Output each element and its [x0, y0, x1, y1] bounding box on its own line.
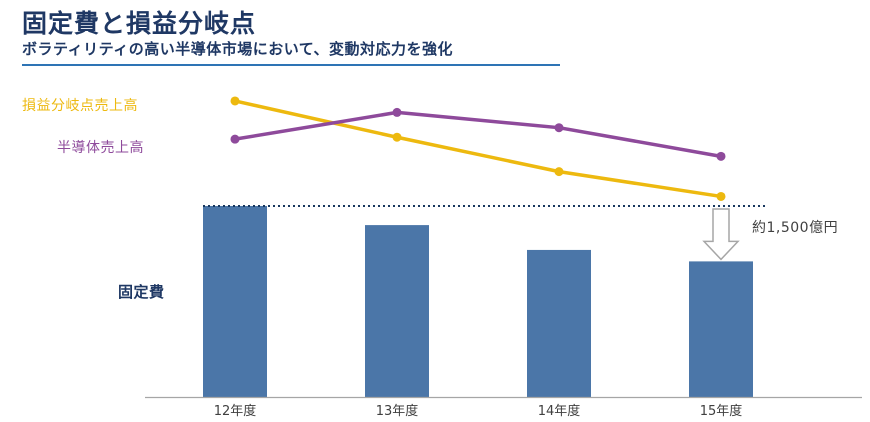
- bar-12年度: [203, 206, 267, 397]
- marker-損益分岐点売上高-12年度: [230, 96, 240, 106]
- marker-損益分岐点売上高-15年度: [716, 191, 726, 201]
- marker-損益分岐点売上高-14年度: [554, 167, 564, 177]
- x-axis-label-15年度: 15年度: [700, 403, 743, 419]
- bar-13年度: [365, 225, 429, 397]
- marker-半導体売上高-13年度: [392, 107, 402, 117]
- marker-半導体売上高-12年度: [230, 134, 240, 144]
- bar-14年度: [527, 249, 591, 397]
- fixed-cost-label: 固定費: [118, 283, 165, 301]
- page-title: 固定費と損益分岐点: [22, 9, 257, 38]
- legend-breakeven-sales-label: 損益分岐点売上高: [22, 98, 138, 114]
- bar-15年度: [689, 261, 753, 397]
- reduction-annotation: 約1,500億円: [752, 220, 839, 236]
- page-subtitle: ボラティリティの高い半導体市場において、変動対応力を強化: [22, 40, 454, 58]
- x-axis-label-13年度: 13年度: [376, 403, 419, 419]
- x-axis-label-14年度: 14年度: [538, 403, 581, 419]
- marker-半導体売上高-15年度: [716, 151, 726, 161]
- marker-半導体売上高-14年度: [554, 123, 564, 133]
- reduction-arrow-icon: [702, 208, 740, 261]
- line-半導体売上高: [233, 110, 723, 159]
- marker-損益分岐点売上高-13年度: [392, 132, 402, 142]
- header-rule: [22, 64, 560, 66]
- x-axis-label-12年度: 12年度: [214, 403, 257, 419]
- line-損益分岐点売上高: [233, 99, 723, 199]
- legend-semiconductor-sales-label: 半導体売上高: [57, 140, 144, 156]
